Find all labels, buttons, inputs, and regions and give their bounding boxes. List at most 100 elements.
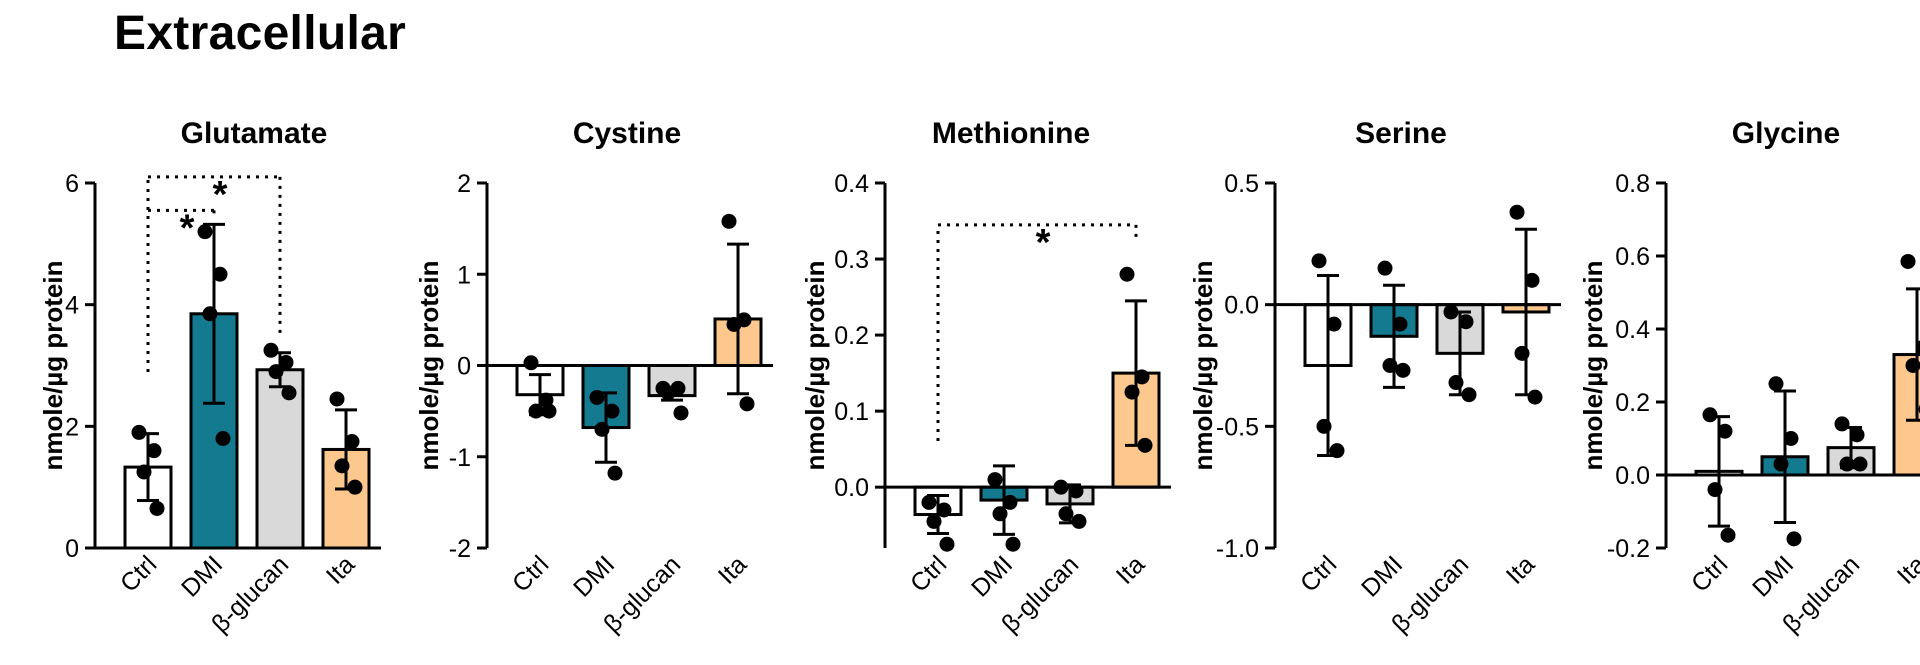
significance-star: * <box>213 174 228 216</box>
y-axis-label: nmole/µg protein <box>800 261 830 471</box>
data-point <box>1768 376 1784 392</box>
x-tick-label: Ita <box>1111 550 1151 590</box>
y-tick-label: 0.0 <box>834 474 869 502</box>
chart-title: Cystine <box>573 117 681 150</box>
y-tick-label: 1 <box>457 261 471 289</box>
y-tick-label: 0.0 <box>1224 292 1259 320</box>
data-point <box>1137 437 1153 453</box>
data-point <box>131 424 147 440</box>
data-point <box>739 396 755 412</box>
data-point <box>1509 204 1525 220</box>
x-tick-label: Ita <box>1892 550 1920 590</box>
data-point <box>987 472 1003 488</box>
significance-star: * <box>180 207 195 249</box>
data-point <box>212 266 228 282</box>
data-point <box>146 443 162 459</box>
data-point <box>992 506 1008 522</box>
y-tick-label: 0.2 <box>1615 389 1650 417</box>
data-point <box>1786 531 1802 547</box>
data-point <box>1852 456 1868 472</box>
data-point <box>1058 506 1074 522</box>
data-point <box>149 500 165 516</box>
data-point <box>329 391 345 407</box>
data-point <box>1124 384 1140 400</box>
data-point <box>1900 253 1916 269</box>
y-tick-label: -2 <box>449 535 471 563</box>
data-point <box>278 354 294 370</box>
data-point <box>589 389 605 405</box>
x-tick-label: Ita <box>1501 550 1541 590</box>
data-point <box>1377 260 1393 276</box>
data-point <box>1395 362 1411 378</box>
y-tick-label: 0.6 <box>1615 243 1650 271</box>
data-point <box>1720 527 1736 543</box>
data-point <box>1834 416 1850 432</box>
data-point <box>1527 389 1543 405</box>
x-tick-label: Ita <box>321 550 361 590</box>
x-tick-label: Ctrl <box>115 550 162 597</box>
data-point <box>1329 443 1345 459</box>
bar-beta-glucan <box>255 368 305 550</box>
data-point <box>594 421 610 437</box>
x-tick-label: DMI <box>1747 550 1799 602</box>
data-point <box>1524 272 1540 288</box>
y-axis-label: nmole/µg protein <box>1188 261 1218 471</box>
y-tick-label: -1.0 <box>1216 535 1259 563</box>
data-point <box>1783 431 1799 446</box>
data-point <box>1707 482 1723 498</box>
data-point <box>1119 266 1135 282</box>
y-tick-label: 0 <box>457 353 471 381</box>
data-point <box>726 316 742 332</box>
data-point <box>1839 456 1855 472</box>
data-point <box>344 434 360 450</box>
y-tick-label: 2 <box>457 170 471 198</box>
data-point <box>1448 375 1464 391</box>
data-point <box>136 464 152 480</box>
data-point <box>1717 423 1733 439</box>
page-title: Extracellular <box>114 7 407 60</box>
y-tick-label: 6 <box>65 170 79 198</box>
data-point <box>939 536 955 552</box>
data-point <box>1849 427 1865 443</box>
x-tick-label: DMI <box>966 550 1018 602</box>
data-point <box>541 403 557 419</box>
data-point <box>202 306 218 322</box>
data-point <box>936 502 952 518</box>
x-tick-label: Ctrl <box>905 550 952 597</box>
x-tick-label: DMI <box>176 550 228 602</box>
significance-star: * <box>1036 222 1051 264</box>
data-point <box>281 385 297 401</box>
data-point <box>1134 369 1150 385</box>
y-axis-label: nmole/µg protein <box>38 261 68 471</box>
y-tick-label: 0.1 <box>834 398 869 426</box>
data-point <box>607 465 623 481</box>
chart-title: Glycine <box>1732 117 1840 150</box>
data-point <box>1071 513 1087 529</box>
data-point <box>1915 340 1920 355</box>
data-point <box>1458 314 1474 330</box>
y-axis-label: nmole/µg protein <box>1578 261 1608 471</box>
y-tick-label: 0.8 <box>1615 170 1650 198</box>
x-tick-label: Ctrl <box>1686 550 1733 597</box>
y-tick-label: -0.5 <box>1216 413 1259 441</box>
chart-title: Glutamate <box>181 117 328 150</box>
data-point <box>673 405 689 421</box>
y-tick-label: 4 <box>65 292 79 320</box>
data-point <box>197 224 213 240</box>
data-point <box>347 479 363 495</box>
data-point <box>1311 253 1327 269</box>
data-point <box>660 385 676 401</box>
y-tick-label: 0.4 <box>834 170 869 198</box>
y-tick-label: 0.0 <box>1615 462 1650 490</box>
data-point <box>604 403 620 419</box>
y-tick-label: 0.4 <box>1615 316 1650 344</box>
y-tick-label: 0.2 <box>834 322 869 350</box>
y-axis-label: nmole/µg protein <box>414 261 444 471</box>
data-point <box>926 513 942 529</box>
y-tick-label: 0.3 <box>834 246 869 274</box>
data-point <box>1905 358 1920 373</box>
y-tick-label: -1 <box>449 444 471 472</box>
data-point <box>215 431 231 446</box>
data-point <box>721 213 737 229</box>
